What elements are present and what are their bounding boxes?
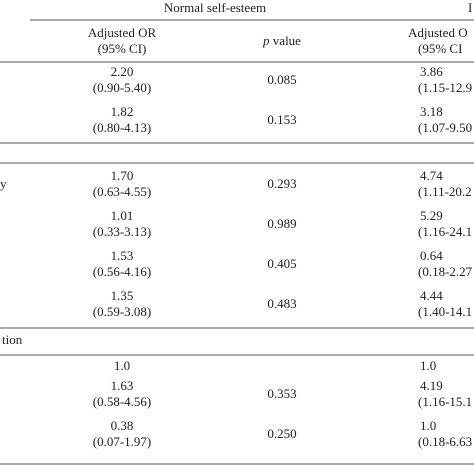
col-header-value: value (273, 33, 301, 48)
cell: (0.18-2.27 (418, 264, 473, 279)
col-header: Adjusted OR (88, 25, 157, 40)
cell: 1.70 (111, 168, 134, 183)
cell: 1.53 (111, 248, 134, 263)
cell: 2.20 (111, 64, 134, 79)
col-header: (95% CI (418, 41, 462, 56)
cell: 3.18 (420, 104, 443, 119)
section-label: tion (2, 332, 23, 347)
group-header: I (468, 0, 472, 15)
cell: 1.0 (420, 418, 436, 433)
cell: 5.29 (420, 208, 443, 223)
cell: (1.16-24.1 (418, 224, 472, 239)
col-header: (95% CI) (98, 41, 147, 56)
cell: (0.80-4.13) (93, 120, 152, 135)
cell: 0.250 (267, 426, 296, 441)
cell: (0.90-5.40) (93, 80, 152, 95)
group-header: Normal self-esteem (164, 0, 266, 15)
cell: (1.40-14.1 (418, 304, 472, 319)
cell: 0.085 (267, 72, 296, 87)
cell: (0.58-4.56) (93, 394, 152, 409)
cell: 4.19 (420, 378, 443, 393)
cell: 1.82 (111, 104, 134, 119)
cell: 3.86 (420, 64, 443, 79)
cell: 1.0 (420, 358, 436, 373)
cell: (1.15-12.9 (418, 80, 472, 95)
cell: 0.64 (420, 248, 443, 263)
cell: (0.59-3.08) (93, 304, 152, 319)
cell: (1.07-9.50 (418, 120, 472, 135)
cell: (0.18-6.63 (418, 434, 472, 449)
col-header-p: p (262, 33, 270, 48)
cell: (1.16-15.1 (418, 394, 472, 409)
cell: 0.38 (111, 418, 134, 433)
cell: (0.56-4.16) (93, 264, 152, 279)
cell: 1.01 (111, 208, 134, 223)
cell: 0.353 (267, 386, 296, 401)
col-header: Adjusted O (408, 25, 468, 40)
cell: 0.483 (267, 296, 296, 311)
cell: 0.989 (267, 216, 296, 231)
cell: (0.07-1.97) (93, 434, 152, 449)
cell: 1.63 (111, 378, 134, 393)
col-header: p value (262, 33, 301, 48)
cell: 0.405 (267, 256, 296, 271)
section-label: y (0, 176, 7, 191)
cell: 4.74 (420, 168, 443, 183)
cell: (1.11-20.2 (418, 184, 472, 199)
cell: 0.293 (267, 176, 296, 191)
cell: (0.33-3.13) (93, 224, 152, 239)
cell: 4.44 (420, 288, 443, 303)
cell: (0.63-4.55) (93, 184, 152, 199)
cell: 1.0 (114, 358, 130, 373)
cell: 1.35 (111, 288, 134, 303)
cell: 0.153 (267, 112, 296, 127)
